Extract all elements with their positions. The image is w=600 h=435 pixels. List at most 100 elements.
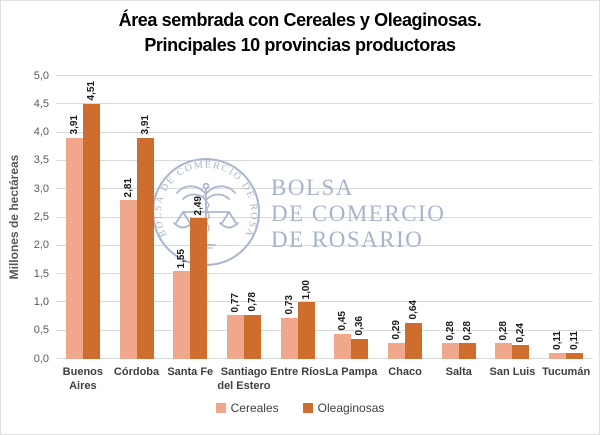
- gridline: [56, 103, 593, 105]
- legend-label-oleaginosas: Oleaginosas: [317, 401, 385, 415]
- x-axis-label-santiago-del-estero: Santiago del Estero: [217, 366, 271, 392]
- watermark-line2: DE COMERCIO: [271, 201, 446, 226]
- bar-group-chaco: 0,29 0,64: [378, 76, 432, 359]
- gridline: [56, 329, 593, 331]
- y-axis-tick-label: 0,5: [33, 324, 49, 337]
- x-axis-label-chaco: Chaco: [388, 366, 422, 378]
- bar-cereales-santa-fe: [173, 271, 191, 359]
- y-axis-tick-label: 1,5: [33, 267, 49, 280]
- bar-value-label: 1,00: [300, 279, 312, 300]
- y-axis-tick-label: 2,0: [33, 239, 49, 252]
- bar-value-label: 0,28: [461, 320, 473, 341]
- legend: Cereales Oleaginosas: [1, 401, 599, 415]
- bar-cereales-santiago-del-estero: [226, 315, 244, 359]
- y-axis-tick-label: 3,0: [33, 182, 49, 195]
- y-axis-tick-label: 3,5: [33, 154, 49, 167]
- x-axis-label-salta: Salta: [445, 366, 472, 378]
- bar-value-label: 2,81: [122, 177, 134, 197]
- y-axis-tick-label: 4,0: [33, 126, 49, 139]
- x-axis-label-entre-rios: Entre Ríos: [270, 366, 326, 378]
- legend-item-oleaginosas: Oleaginosas: [302, 401, 385, 415]
- gridline: [56, 358, 593, 359]
- y-axis: 0,0 0,5 1,0 1,5 2,0 2,5 3,0 3,5 4,0 4,5 5,0: [1, 70, 49, 365]
- bar-cereales-cordoba: [119, 199, 137, 359]
- bar-cereales-salta: [441, 343, 459, 359]
- y-axis-tick-label: 0,0: [33, 352, 49, 365]
- bar-value-label: 3,91: [139, 115, 151, 135]
- x-axis-label-san-luis: San Luis: [489, 366, 536, 378]
- bar-group-tucuman: 0,11 0,11: [539, 76, 593, 359]
- bar-value-label: 4,51: [85, 81, 97, 101]
- gridline: [56, 159, 593, 161]
- gridlines-layer: [56, 75, 593, 359]
- bar-value-label: 0,45: [337, 311, 349, 331]
- bar-cereales-chaco: [388, 342, 406, 359]
- bar-oleaginosas-entre-rios: [297, 302, 315, 359]
- bar-group-buenos-aires: 3,91 4,51: [56, 76, 110, 359]
- bar-group-santiago-del-estero: 0,77 0,78: [217, 76, 271, 359]
- bar-value-label: 0,28: [444, 320, 456, 341]
- bar-value-label: 0,28: [498, 320, 510, 341]
- bar-oleaginosas-santiago-del-estero: [243, 314, 261, 359]
- bar-group-santa-fe: 1,55 2,49: [163, 76, 217, 359]
- gridline: [56, 273, 593, 275]
- bar-cereales-san-luis: [495, 343, 513, 359]
- watermark-line3: DE ROSARIO: [271, 227, 424, 252]
- gridline: [56, 216, 593, 218]
- bar-value-label: 0,29: [391, 320, 403, 340]
- gridline: [56, 301, 593, 303]
- bar-cereales-entre-rios: [280, 317, 298, 359]
- bar-value-label: 0,11: [552, 330, 564, 350]
- plot-area: 3,91 4,51 2,81 3,91 1,55 2,49 0,77 0,78 0,73 1,00…: [56, 76, 593, 359]
- bar-value-label: 0,24: [515, 322, 527, 343]
- y-axis-tick-label: 4,5: [33, 97, 49, 110]
- y-axis-tick-label: 1,0: [33, 295, 49, 308]
- x-axis-label-santa-fe: Santa Fe: [167, 366, 214, 378]
- legend-marker-cereales: [215, 403, 226, 413]
- bar-value-label: 0,73: [283, 295, 295, 315]
- watermark-line1: BOLSA: [271, 175, 354, 200]
- gridline: [56, 244, 593, 246]
- bar-group-entre-rios: 0,73 1,00: [271, 76, 325, 359]
- bar-value-label: 1,55: [176, 248, 188, 269]
- gridline: [56, 75, 593, 76]
- bar-oleaginosas-salta: [458, 343, 476, 359]
- bar-oleaginosas-chaco: [405, 322, 423, 359]
- bar-cereales-tucuman: [549, 352, 567, 359]
- bar-oleaginosas-san-luis: [512, 345, 530, 359]
- x-axis-label-cordoba: Córdoba: [113, 366, 160, 378]
- bar-group-cordoba: 2,81 3,91: [110, 76, 164, 359]
- bar-value-label: 3,91: [68, 115, 80, 135]
- y-axis-tick-label: 2,5: [33, 211, 49, 223]
- legend-item-cereales: Cereales: [215, 401, 279, 415]
- x-axis-label-tucuman: Tucumán: [542, 366, 591, 378]
- bar-cereales-buenos-aires: [65, 137, 83, 359]
- bar-cereales-la-pampa: [334, 333, 352, 359]
- legend-label-cereales: Cereales: [230, 401, 279, 415]
- bar-oleaginosas-buenos-aires: [82, 103, 100, 359]
- bar-value-label: 0,78: [246, 292, 258, 312]
- bar-group-san-luis: 0,28 0,24: [486, 76, 540, 359]
- legend-marker-oleaginosas: [302, 403, 313, 413]
- gridline: [56, 131, 593, 133]
- bar-value-label: 0,64: [408, 300, 420, 320]
- x-axis-label-buenos-aires: Buenos Aires: [62, 366, 104, 392]
- chart-title-line1: Área sembrada con Cereales y Oleaginosas…: [118, 10, 482, 30]
- chart-title-line2: Principales 10 provincias productoras: [144, 35, 456, 55]
- bar-oleaginosas-tucuman: [566, 352, 584, 359]
- chart-title: Área sembrada con Cereales y Oleaginosas…: [1, 8, 599, 58]
- bar-group-salta: 0,28 0,28: [432, 76, 486, 359]
- bar-value-label: 2,49: [193, 195, 205, 216]
- x-axis-label-la-pampa: La Pampa: [325, 366, 378, 378]
- bolsa-de-comercio-watermark-text: BOLSA DE COMERCIO DE ROSARIO: [271, 175, 445, 253]
- bar-value-label: 0,11: [569, 330, 581, 350]
- bar-group-la-pampa: 0,45 0,36: [325, 76, 379, 359]
- gridline: [56, 188, 593, 190]
- bar-value-label: 0,77: [229, 292, 241, 313]
- bar-oleaginosas-cordoba: [136, 137, 154, 359]
- y-axis-tick-label: 5,0: [33, 69, 49, 82]
- bar-value-label: 0,36: [354, 316, 366, 336]
- bar-oleaginosas-santa-fe: [190, 218, 208, 359]
- bar-oleaginosas-la-pampa: [351, 338, 369, 359]
